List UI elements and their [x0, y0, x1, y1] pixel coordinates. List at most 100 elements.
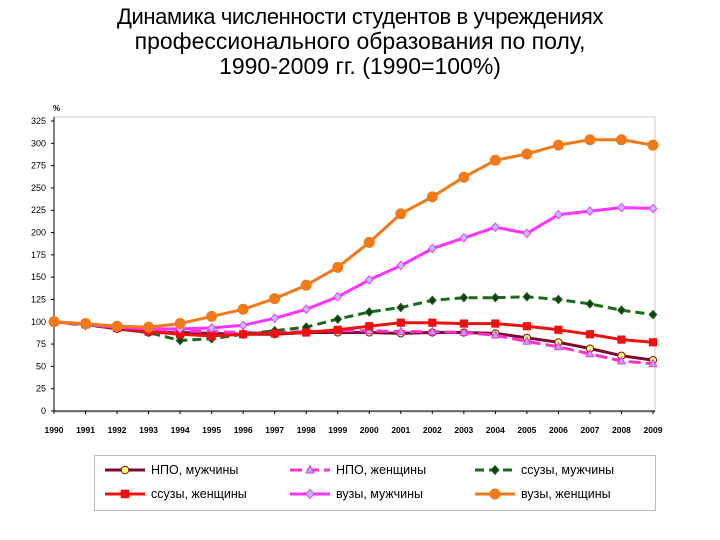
legend-swatch — [475, 488, 515, 500]
data-point — [332, 261, 344, 273]
data-point — [585, 206, 595, 217]
y-unit-label: % — [53, 104, 60, 113]
data-point — [490, 329, 500, 339]
x-tick-label: 2002 — [423, 425, 442, 435]
x-tick-label: 1993 — [139, 425, 158, 435]
x-tick-label: 2008 — [612, 425, 631, 435]
data-point — [237, 303, 249, 315]
data-point — [269, 293, 281, 305]
data-point — [364, 274, 374, 285]
data-point — [365, 322, 374, 331]
data-point — [239, 330, 248, 339]
x-tick-label: 1995 — [202, 425, 221, 435]
x-tick-label: 2006 — [549, 425, 568, 435]
legend-swatch — [475, 464, 515, 476]
y-tick-label: 225 — [31, 205, 46, 215]
data-point — [585, 348, 595, 358]
legend-swatch — [105, 465, 145, 475]
data-point — [426, 191, 438, 203]
legend-label: НПО, женщины — [336, 463, 427, 477]
x-tick-label: 1996 — [234, 425, 253, 435]
data-point — [206, 310, 218, 322]
data-point — [490, 292, 500, 303]
x-tick-label: 1997 — [265, 425, 284, 435]
legend-item: ссузы, женщины — [103, 484, 247, 504]
legend-label: ссузы, мужчины — [521, 463, 615, 477]
data-point — [427, 295, 437, 306]
data-point — [396, 302, 406, 313]
chart-title: Динамика численности студентов в учрежде… — [0, 4, 720, 79]
data-point — [648, 358, 658, 368]
legend-label: вузы, мужчины — [336, 487, 424, 501]
legend-swatch — [105, 489, 145, 499]
y-tick-label: 125 — [31, 294, 46, 304]
y-tick-label: 250 — [31, 183, 46, 193]
data-point — [491, 319, 500, 328]
data-point — [175, 335, 185, 346]
x-tick-label: 2005 — [517, 425, 536, 435]
legend: НПО, мужчины НПО, женщины ссузы, мужчины сс… — [94, 455, 656, 511]
data-point — [238, 320, 248, 331]
legend-item: вузы, женщины — [473, 484, 611, 504]
data-point — [396, 318, 405, 327]
data-point — [300, 279, 312, 291]
data-point — [363, 236, 375, 248]
y-tick-label: 50 — [36, 361, 46, 371]
data-point — [490, 222, 500, 233]
y-tick-label: 75 — [36, 339, 46, 349]
data-point — [207, 331, 216, 341]
data-point — [552, 139, 564, 151]
x-tick-label: 2000 — [360, 425, 379, 435]
data-point — [301, 304, 311, 315]
data-point — [615, 134, 627, 146]
data-point — [522, 291, 532, 302]
y-tick-label: 100 — [31, 317, 46, 327]
chart-title-line-3: 1990-2009 гг. (1990=100%) — [219, 53, 501, 79]
y-tick-label: 0 — [41, 406, 46, 416]
data-point — [617, 335, 626, 344]
data-point — [333, 325, 342, 334]
x-tick-label: 2003 — [454, 425, 473, 435]
data-point — [585, 299, 595, 309]
x-tick-label: 1999 — [328, 425, 347, 435]
series-line — [53, 320, 654, 344]
data-point — [648, 309, 658, 320]
series-line — [53, 295, 654, 342]
data-point — [428, 318, 437, 327]
data-point — [521, 148, 533, 160]
legend-item: вузы, мужчины — [288, 484, 423, 504]
data-point — [427, 243, 437, 254]
series-group — [48, 134, 659, 368]
data-point — [207, 323, 217, 333]
x-tick-label: 1992 — [108, 425, 127, 435]
legend-item: НПО, мужчины — [103, 460, 238, 480]
y-tick-label: 200 — [31, 228, 46, 238]
data-point — [270, 329, 279, 338]
data-point — [333, 314, 343, 324]
legend-item: НПО, женщины — [288, 460, 426, 480]
data-point — [489, 154, 501, 166]
legend-swatch — [290, 488, 330, 500]
y-tick-label: 150 — [31, 272, 46, 282]
x-tick-label: 2001 — [391, 425, 410, 435]
plot-area — [53, 116, 656, 413]
chart-title-line-1: Динамика численности студентов в учрежде… — [117, 4, 603, 29]
x-tick-label: 1990 — [45, 425, 64, 435]
y-axis-ticks: 0 25 50 75 100 125 150 175 200 225 250 275 300 325 — [31, 116, 54, 416]
data-point — [270, 313, 280, 324]
series-line — [53, 206, 654, 331]
data-point — [648, 338, 658, 347]
chart-title-line-2: профессионального образования по полу, — [134, 28, 586, 54]
data-point — [459, 327, 469, 336]
x-tick-label: 2009 — [644, 425, 663, 435]
legend-label: вузы, женщины — [521, 487, 611, 501]
data-point — [554, 325, 563, 334]
data-point — [80, 318, 92, 330]
data-point — [647, 139, 659, 151]
data-point — [553, 294, 563, 305]
y-tick-label: 175 — [31, 250, 46, 260]
data-point — [111, 320, 123, 332]
data-point — [617, 305, 626, 316]
data-point — [143, 321, 155, 333]
